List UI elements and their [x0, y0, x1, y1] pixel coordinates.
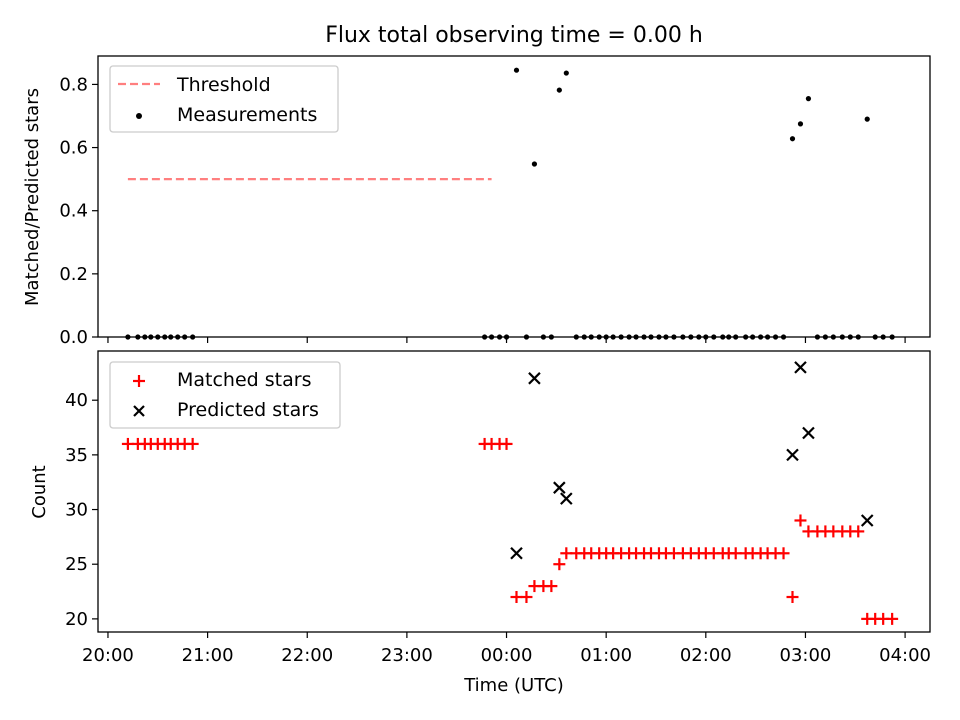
- top-y-axis-label: Matched/Predicted stars: [22, 88, 43, 306]
- top-panel: 0.00.20.40.60.8 Matched/Predicted stars …: [22, 55, 931, 348]
- x-tick-label: 02:00: [680, 645, 732, 666]
- bottom-y-ticks: 20 25 30 35 40: [65, 390, 98, 630]
- x-tick-label: 22:00: [281, 645, 333, 666]
- matched-star-point: [777, 547, 790, 560]
- matched-star-point: [852, 525, 865, 538]
- predicted-star-point: [510, 546, 523, 560]
- top-y-tick-label: 0.4: [59, 201, 88, 222]
- predicted-star-point: [786, 448, 799, 462]
- matched-star-point: [186, 437, 199, 450]
- measurement-point: [789, 136, 796, 142]
- legend-predicted-swatch: [133, 405, 145, 417]
- matched-star-point: [500, 437, 513, 450]
- bottom-y-tick-label: 20: [65, 609, 88, 630]
- x-tick-label: 03:00: [780, 645, 832, 666]
- x-tick-label: 00:00: [481, 645, 533, 666]
- bottom-x-ticks: 20:00 21:00 22:00 23:00 00:00 01:00 02:00 03:00…: [82, 632, 931, 666]
- bottom-points: [121, 361, 899, 625]
- matched-star-point: [520, 591, 533, 604]
- matched-star-point: [786, 591, 799, 604]
- predicted-star-point: [528, 372, 541, 385]
- top-y-tick-label: 0.0: [59, 327, 88, 348]
- top-legend-box: [109, 65, 339, 133]
- matched-star-point: [553, 558, 566, 571]
- top-y-tick-label: 0.8: [59, 74, 88, 95]
- matched-star-point: [886, 612, 899, 625]
- legend-measurements-label: Measurements: [177, 104, 317, 126]
- bottom-panel: 20 25 30 35 40 20:00 21:00 22:00 23:00 00:00 01:0…: [29, 350, 931, 696]
- top-axes-frame: [97, 55, 931, 338]
- measurement-point: [805, 96, 812, 102]
- x-tick-label: 23:00: [381, 645, 433, 666]
- bottom-legend-box: [109, 361, 341, 429]
- bottom-y-tick-label: 30: [65, 500, 88, 521]
- x-tick-label: 20:00: [82, 645, 134, 666]
- legend-matched-label: Matched stars: [177, 369, 311, 391]
- legend-threshold-label: Threshold: [176, 74, 271, 96]
- x-axis-label: Time (UTC): [463, 675, 564, 696]
- matched-star-point: [545, 580, 558, 593]
- measurement-point: [563, 70, 569, 76]
- predicted-star-point: [794, 361, 807, 374]
- legend-predicted-label: Predicted stars: [177, 399, 319, 421]
- bottom-y-tick-label: 40: [65, 390, 88, 411]
- predicted-star-point: [560, 492, 573, 505]
- legend-matched-swatch: [133, 375, 145, 387]
- x-tick-label: 21:00: [182, 645, 234, 666]
- bottom-y-tick-label: 25: [65, 554, 88, 575]
- bottom-y-axis-label: Count: [29, 465, 50, 518]
- top-y-tick-label: 0.2: [59, 264, 88, 285]
- bottom-axes-frame: [97, 350, 931, 633]
- measurement-point: [513, 67, 520, 73]
- top-legend: Threshold Measurements: [109, 65, 339, 133]
- predicted-star-point: [860, 514, 874, 527]
- bottom-legend: Matched stars Predicted stars: [109, 361, 341, 429]
- x-tick-label: 01:00: [580, 645, 632, 666]
- bottom-y-tick-label: 35: [65, 445, 88, 466]
- measurement-point: [531, 161, 538, 167]
- top-y-ticks: 0.0 0.2 0.4 0.6 0.8: [59, 74, 98, 348]
- predicted-star-point: [802, 426, 815, 440]
- x-tick-label: 04:00: [879, 645, 931, 666]
- chart-title: Flux total observing time = 0.00 h: [325, 23, 703, 48]
- top-x-ticks: [107, 337, 906, 343]
- matched-star-point: [794, 514, 807, 527]
- measurement-point: [556, 87, 562, 93]
- measurement-point: [797, 121, 804, 127]
- legend-measurements-swatch: [136, 113, 142, 119]
- predicted-star-point: [553, 481, 566, 494]
- top-y-tick-label: 0.6: [59, 138, 88, 159]
- measurement-point: [864, 116, 870, 122]
